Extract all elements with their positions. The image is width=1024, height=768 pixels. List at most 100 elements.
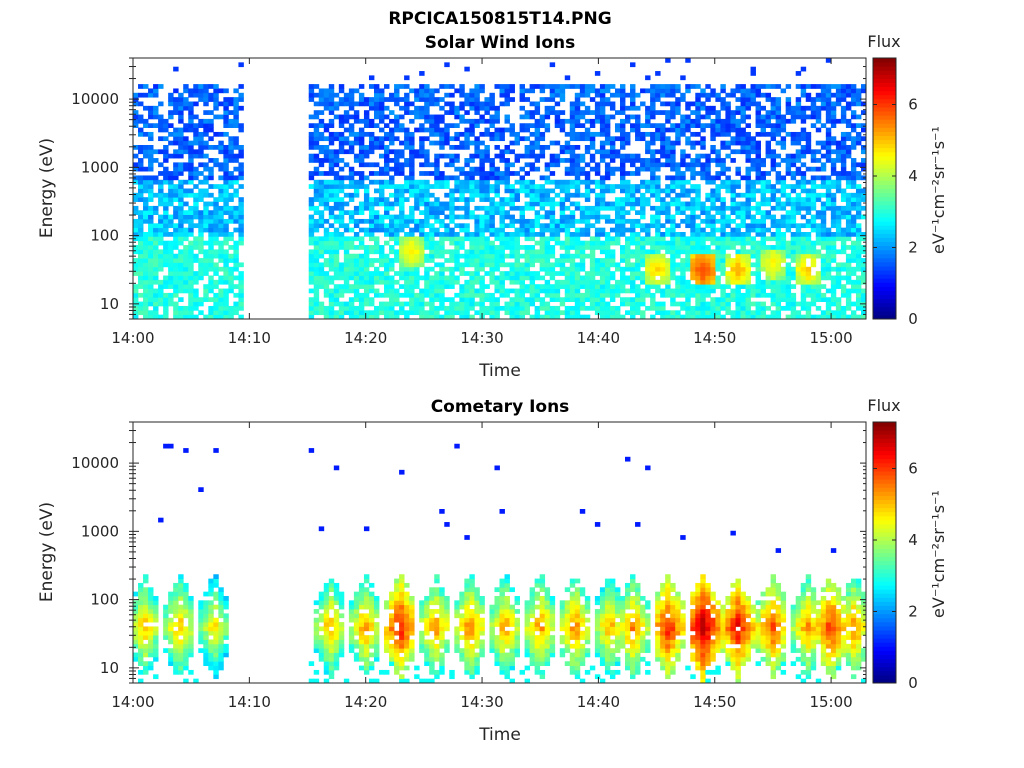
heatmap-cell xyxy=(133,110,139,115)
heatmap-cell xyxy=(524,145,531,150)
heatmap-cell xyxy=(193,88,199,94)
heatmap-cell xyxy=(218,197,224,202)
heatmap-cell xyxy=(384,179,390,185)
heatmap-cell xyxy=(765,275,772,281)
heatmap-cell xyxy=(670,197,676,202)
heatmap-cell xyxy=(650,271,656,276)
heatmap-cell xyxy=(775,258,782,263)
heatmap-cell xyxy=(424,245,430,250)
heatmap-cell xyxy=(554,201,561,207)
heatmap-cell xyxy=(750,284,756,289)
heatmap-cell xyxy=(640,210,646,215)
heatmap-cell xyxy=(715,275,721,281)
heatmap-cell xyxy=(213,232,219,237)
heatmap-cell xyxy=(614,223,621,229)
heatmap-cell xyxy=(740,145,746,150)
heatmap-cell xyxy=(645,266,651,272)
heatmap-cell xyxy=(203,166,209,172)
heatmap-cell xyxy=(348,301,355,307)
heatmap-cell xyxy=(424,171,430,176)
heatmap-cell xyxy=(549,171,556,176)
heatmap-cell xyxy=(725,140,731,146)
heatmap-cell xyxy=(484,188,490,194)
heatmap-cell xyxy=(795,314,802,320)
heatmap-cell xyxy=(489,131,495,137)
heatmap-cell xyxy=(454,232,460,237)
heatmap-cell xyxy=(579,179,586,185)
heatmap-cell xyxy=(815,127,822,133)
heatmap-cell xyxy=(735,214,741,220)
heatmap-cell xyxy=(479,153,485,159)
heatmap-cell xyxy=(168,92,174,98)
heatmap-cell xyxy=(745,205,751,211)
heatmap-cell xyxy=(730,197,736,202)
heatmap-cell xyxy=(745,179,751,185)
heatmap-cell xyxy=(409,301,415,307)
heatmap-cell xyxy=(810,158,817,163)
heatmap-cell xyxy=(173,223,179,229)
heatmap-cell xyxy=(343,201,350,207)
heatmap-cell xyxy=(238,314,244,320)
heatmap-cell xyxy=(619,201,626,207)
heatmap-cell xyxy=(549,92,556,98)
heatmap-cell xyxy=(574,179,581,185)
heatmap-cell xyxy=(178,288,184,294)
heatmap-cell xyxy=(218,305,224,311)
heatmap-cell xyxy=(484,210,490,215)
heatmap-cell xyxy=(564,197,571,202)
heatmap-cell xyxy=(589,179,596,185)
heatmap-cell xyxy=(785,223,792,229)
heatmap-cell xyxy=(223,301,229,307)
heatmap-cell xyxy=(203,110,209,115)
heatmap-cell xyxy=(399,305,405,311)
heatmap-cell xyxy=(173,205,179,211)
heatmap-cell xyxy=(539,153,546,159)
heatmap-cell xyxy=(193,205,199,211)
heatmap-cell xyxy=(489,314,495,320)
heatmap-cell xyxy=(599,301,606,307)
heatmap-cell xyxy=(414,88,420,94)
heatmap-cell xyxy=(143,253,149,259)
heatmap-cell xyxy=(469,197,475,202)
heatmap-cell xyxy=(479,105,485,111)
heatmap-cell xyxy=(379,253,385,259)
heatmap-cell xyxy=(193,197,199,202)
heatmap-cell xyxy=(484,184,490,189)
heatmap-cell xyxy=(609,288,616,294)
heatmap-cell xyxy=(343,301,350,307)
heatmap-cell xyxy=(193,214,199,220)
heatmap-cell xyxy=(484,236,490,242)
heatmap-cell xyxy=(770,101,777,107)
heatmap-cell xyxy=(399,262,405,268)
heatmap-cell xyxy=(419,292,425,298)
heatmap-cell xyxy=(760,236,766,242)
heatmap-cell xyxy=(328,131,335,137)
heatmap-cell xyxy=(745,301,751,307)
heatmap-cell xyxy=(223,118,229,124)
heatmap-cell xyxy=(138,236,144,242)
heatmap-cell xyxy=(223,297,229,302)
heatmap-cell xyxy=(439,236,445,242)
heatmap-cell xyxy=(379,166,385,172)
heatmap-cell xyxy=(469,92,475,98)
heatmap-cell xyxy=(233,214,239,220)
heatmap-cell xyxy=(153,114,159,120)
heatmap-cell xyxy=(569,131,576,137)
heatmap-cell xyxy=(353,188,360,194)
heatmap-cell xyxy=(690,84,696,89)
heatmap-cell xyxy=(509,184,515,189)
heatmap-cell xyxy=(745,201,751,207)
heatmap-cell xyxy=(419,192,425,198)
heatmap-cell xyxy=(700,297,706,302)
heatmap-cell xyxy=(163,245,169,250)
heatmap-cell xyxy=(710,158,716,163)
heatmap-cell xyxy=(544,236,551,242)
heatmap-cell xyxy=(660,253,666,259)
heatmap-cell xyxy=(705,292,711,298)
heatmap-cell xyxy=(670,223,676,229)
heatmap-cell xyxy=(730,140,736,146)
heatmap-cell xyxy=(604,271,611,276)
heatmap-cell xyxy=(604,97,611,102)
heatmap-cell xyxy=(785,158,792,163)
heatmap-cell xyxy=(484,249,490,255)
